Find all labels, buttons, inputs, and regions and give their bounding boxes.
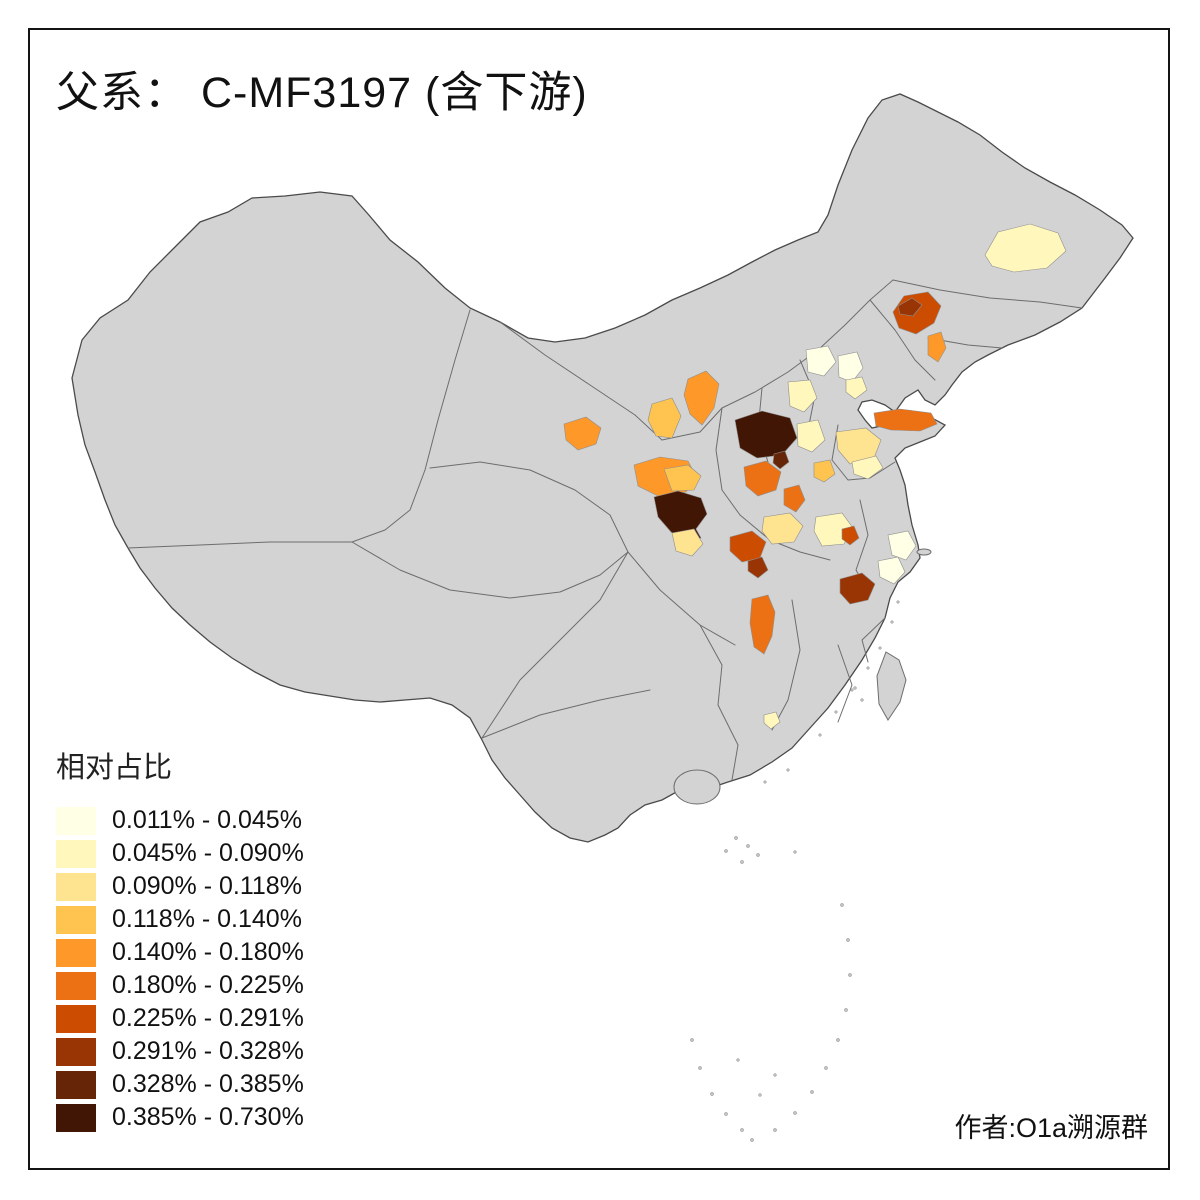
map-region (805, 345, 837, 377)
legend-item: 0.385% - 0.730% (56, 1101, 304, 1134)
legend-item: 0.225% - 0.291% (56, 1002, 304, 1035)
map-region (841, 525, 860, 546)
south-china-sea-islets (690, 600, 900, 1142)
hainan-island (673, 769, 721, 805)
legend-item: 0.140% - 0.180% (56, 936, 304, 969)
legend-label: 0.011% - 0.045% (112, 806, 302, 834)
map-region (813, 459, 836, 483)
legend-label: 0.140% - 0.180% (112, 938, 304, 966)
map-region (563, 416, 602, 451)
map-region (887, 530, 917, 561)
legend-swatch (56, 806, 96, 835)
map-region (761, 512, 804, 545)
taiwan-island (876, 651, 907, 721)
legend-swatch (56, 1004, 96, 1033)
mainland-outline (71, 93, 1134, 843)
choropleth-regions (563, 223, 1067, 730)
legend: 相对占比 0.011% - 0.045% 0.045% - 0.090% 0.090… (56, 744, 304, 1134)
map-region (837, 351, 864, 383)
legend-title: 相对占比 (56, 752, 173, 784)
legend-label: 0.090% - 0.118% (112, 872, 302, 900)
map-region (984, 223, 1067, 273)
legend-swatch (56, 872, 96, 901)
legend-swatch (56, 905, 96, 934)
legend-label: 0.118% - 0.140% (112, 905, 302, 933)
legend-label: 0.180% - 0.225% (112, 971, 304, 999)
legend-item: 0.180% - 0.225% (56, 969, 304, 1002)
map-region (897, 297, 923, 317)
map-region (747, 556, 769, 579)
map-region (763, 711, 781, 730)
map-region (787, 379, 818, 413)
map-region (772, 450, 790, 470)
legend-item: 0.291% - 0.328% (56, 1035, 304, 1068)
legend-swatch (56, 839, 96, 868)
map-region (877, 556, 906, 585)
legend-swatch (56, 1037, 96, 1066)
map-region (671, 528, 704, 557)
legend-label: 0.045% - 0.090% (112, 839, 304, 867)
map-region (663, 464, 702, 492)
map-region (851, 455, 884, 480)
legend-item: 0.011% - 0.045% (56, 804, 304, 837)
legend-swatch (56, 938, 96, 967)
map-region (783, 484, 806, 513)
legend-item: 0.090% - 0.118% (56, 870, 304, 903)
map-region (749, 594, 776, 655)
legend-item: 0.045% - 0.090% (56, 837, 304, 870)
legend-item: 0.328% - 0.385% (56, 1068, 304, 1101)
map-region (796, 419, 826, 453)
map-title: 父系： C-MF3197 (含下游) (56, 69, 588, 117)
chongming-island (916, 548, 932, 556)
map-region (927, 331, 947, 363)
legend-label: 0.225% - 0.291% (112, 1004, 304, 1032)
map-region (683, 370, 720, 426)
map-region (647, 397, 682, 439)
legend-label: 0.328% - 0.385% (112, 1070, 304, 1098)
legend-swatch (56, 1103, 96, 1132)
legend-entries: 0.011% - 0.045% 0.045% - 0.090% 0.090% - 0… (56, 804, 304, 1134)
map-region (734, 410, 798, 459)
map-region (839, 572, 876, 605)
author-credit: 作者:O1a溯源群 (954, 1113, 1148, 1143)
legend-label: 0.291% - 0.328% (112, 1037, 304, 1065)
map-region (873, 408, 938, 432)
legend-swatch (56, 971, 96, 1000)
legend-swatch (56, 1070, 96, 1099)
legend-label: 0.385% - 0.730% (112, 1103, 304, 1131)
map-region (743, 460, 782, 497)
legend-item: 0.118% - 0.140% (56, 903, 304, 936)
map-region (845, 376, 868, 400)
